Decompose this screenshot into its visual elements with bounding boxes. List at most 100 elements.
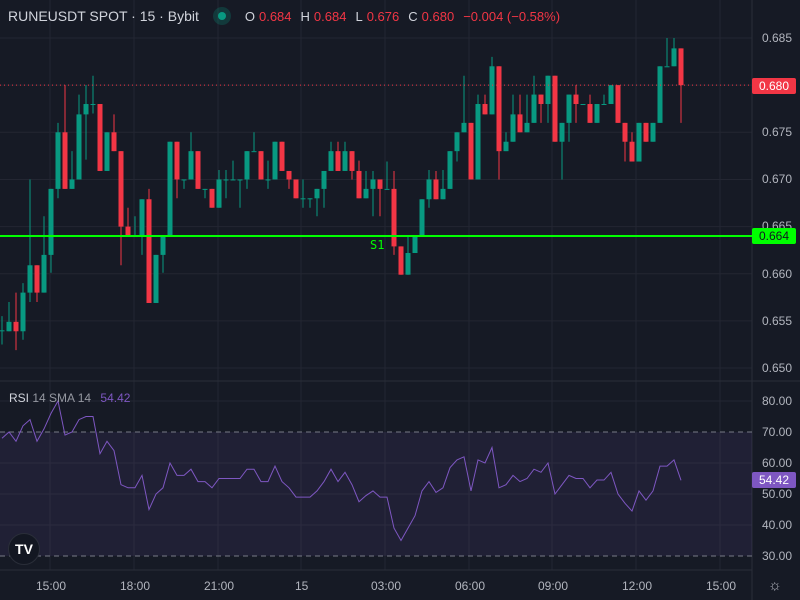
candle-body xyxy=(517,114,523,133)
candle-body xyxy=(356,170,362,199)
candle-body xyxy=(391,188,397,247)
candle-body xyxy=(13,321,19,332)
candle-body xyxy=(384,188,390,190)
tradingview-logo[interactable]: TV xyxy=(8,533,40,565)
candle-body xyxy=(671,48,677,67)
support-line-label: S1 xyxy=(370,238,385,252)
candle-body xyxy=(643,122,649,142)
price-tick: 0.675 xyxy=(762,125,793,139)
candle-body xyxy=(496,66,502,152)
candle-body xyxy=(342,151,348,171)
candle-body xyxy=(181,179,187,181)
candle-body xyxy=(6,321,12,332)
candle-body xyxy=(97,104,103,171)
candle-body xyxy=(139,199,145,237)
candle-body xyxy=(146,199,152,303)
high-label: H xyxy=(300,8,310,24)
candle-body xyxy=(293,179,299,199)
open-label: O xyxy=(244,8,255,24)
price-tick: 0.660 xyxy=(762,267,793,281)
candle-body xyxy=(510,114,516,142)
candle-body xyxy=(90,104,96,106)
candle-body xyxy=(62,132,68,189)
candle-body xyxy=(125,226,131,237)
symbol-title[interactable]: RUNEUSDT SPOT · 15 · Bybit xyxy=(8,8,199,24)
price-tick: 0.655 xyxy=(762,314,793,328)
candle-body xyxy=(594,104,600,123)
symbol-header: RUNEUSDT SPOT · 15 · Bybit O 0.684 H 0.684… xyxy=(8,7,565,25)
candle-body xyxy=(55,132,61,189)
candle-body xyxy=(587,104,593,123)
candle-body xyxy=(314,188,320,199)
candle-body xyxy=(223,179,229,181)
candle-body xyxy=(377,179,383,189)
candle-body xyxy=(552,75,558,142)
candle-body xyxy=(328,151,334,171)
rsi-tick: 60.00 xyxy=(762,456,793,470)
rsi-tick: 50.00 xyxy=(762,487,793,501)
candle-body xyxy=(83,104,89,115)
time-tick: 18:00 xyxy=(120,579,151,593)
high-value: 0.684 xyxy=(313,8,347,24)
candle-body xyxy=(27,265,33,293)
candle-body xyxy=(237,179,243,181)
time-tick: 03:00 xyxy=(371,579,402,593)
candle-body xyxy=(251,151,257,153)
candle-body xyxy=(265,179,271,181)
time-tick: 21:00 xyxy=(204,579,235,593)
candle-body xyxy=(153,254,159,303)
candle-body xyxy=(426,179,432,200)
rsi-value-tag: 54.42 xyxy=(752,472,796,488)
candle-body xyxy=(335,151,341,171)
low-label: L xyxy=(355,8,363,24)
candle-body xyxy=(573,94,579,105)
candle-body xyxy=(440,188,446,200)
candle-body xyxy=(48,188,54,255)
candle-body xyxy=(447,151,453,189)
candle-body xyxy=(272,141,278,180)
support-price-tag: 0.664 xyxy=(752,228,796,244)
candle-body xyxy=(41,254,47,293)
candle-body xyxy=(405,253,411,275)
candle-body xyxy=(258,151,264,180)
candle-body xyxy=(195,151,201,189)
candle-body xyxy=(664,66,670,68)
rsi-legend[interactable]: RSI 14 SMA 14 54.42 xyxy=(9,391,130,405)
rsi-value: 54.42 xyxy=(100,391,131,405)
candle-body xyxy=(111,132,117,152)
candle-body xyxy=(538,94,544,105)
candle-body xyxy=(622,122,628,142)
candle-body xyxy=(370,179,376,189)
rsi-tick: 40.00 xyxy=(762,518,793,532)
candle-body xyxy=(216,179,222,208)
candle-body xyxy=(76,114,82,180)
candle-body xyxy=(657,66,663,123)
candle-body xyxy=(118,151,124,227)
candle-body xyxy=(503,141,509,152)
change-value: −0.004 (−0.58%) xyxy=(463,8,561,24)
low-value: 0.676 xyxy=(366,8,400,24)
price-tick: 0.650 xyxy=(762,361,793,375)
candle-body xyxy=(307,198,313,200)
candle-body xyxy=(419,199,425,237)
candle-body xyxy=(433,179,439,200)
candle-body xyxy=(0,330,5,332)
candle-body xyxy=(160,236,166,255)
price-tick: 0.670 xyxy=(762,172,793,186)
candle-body xyxy=(412,236,418,254)
close-value: 0.680 xyxy=(421,8,455,24)
candle-body xyxy=(286,170,292,180)
candle-body xyxy=(545,75,551,105)
candle-body xyxy=(349,151,355,171)
candle-body xyxy=(524,122,530,133)
candle-body xyxy=(615,85,621,123)
time-tick: 15 xyxy=(295,579,309,593)
rsi-tick: 80.00 xyxy=(762,394,793,408)
gear-icon[interactable]: ☼ xyxy=(768,577,782,594)
candle-body xyxy=(202,188,208,190)
candle-body xyxy=(174,141,180,180)
current-price-tag: 0.680 xyxy=(752,78,796,94)
candle-body xyxy=(678,48,684,86)
time-tick: 15:00 xyxy=(36,579,67,593)
